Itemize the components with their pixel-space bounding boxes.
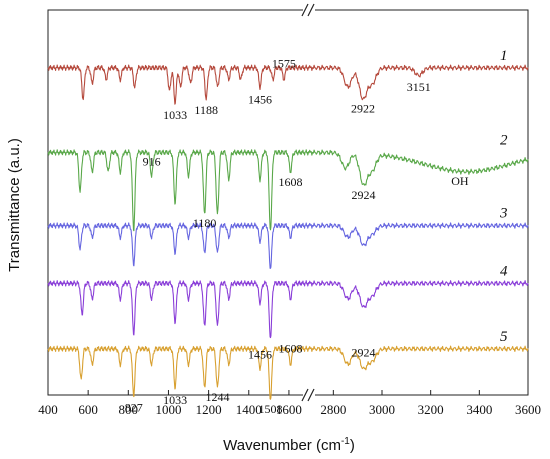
x-tick-label-1400: 1400: [236, 402, 262, 417]
x-tick-label-3000: 3000: [369, 402, 395, 417]
axis-break-layer: [301, 3, 315, 402]
series-line-5-segment-2: [308, 345, 529, 371]
peak-annotation-3: 1575: [272, 57, 296, 71]
series-line-1-segment-1: [47, 64, 310, 105]
x-tick-label-2800: 2800: [320, 402, 346, 417]
axis-break-slash-2-2: [307, 388, 315, 402]
series-line-5-segment-1: [47, 345, 310, 400]
peak-annotation-2: 1456: [248, 92, 272, 106]
series-label-3: 3: [499, 206, 508, 222]
annotation-layer: 1033 1188 1456 1575 2922 3151 916 1180 1608 2924 O…: [125, 57, 469, 417]
peak-annotation-14: 827: [125, 401, 143, 415]
series-line-3-segment-2: [308, 222, 529, 247]
series-layer: [47, 64, 529, 400]
y-axis-label: Transmittance (a.u.): [6, 138, 23, 272]
peak-annotation-0: 1033: [163, 108, 187, 122]
plot-frame: [47, 9, 529, 396]
x-axis-label-end: ): [350, 437, 355, 454]
peak-annotation-16: 1244: [205, 390, 229, 404]
peak-annotation-15: 1033: [163, 393, 187, 407]
axis-break-slash-2-1: [301, 388, 309, 402]
peak-annotation-1: 1188: [194, 103, 218, 117]
peak-annotation-12: 1608: [279, 342, 303, 356]
series-line-1-segment-2: [308, 64, 529, 101]
x-tick-label-3200: 3200: [418, 402, 444, 417]
x-tick-label-800: 800: [119, 402, 139, 417]
peak-annotation-5: 3151: [407, 80, 431, 94]
tick-layer: 400 600 800 1000 1200 1400 1600 2800 3000 3200 340…: [38, 390, 541, 417]
series-line-3-segment-1: [47, 222, 310, 269]
x-tick-label-400: 400: [38, 402, 58, 417]
peak-annotation-13: 2924: [352, 345, 376, 359]
x-tick-label-3400: 3400: [466, 402, 492, 417]
series-line-4-segment-1: [47, 280, 310, 339]
series-label-layer: 1 2 3 4 5: [499, 48, 508, 345]
axis-break-slash-1-1: [301, 3, 309, 17]
peak-annotation-10: OH: [451, 174, 469, 188]
axis-break-slash-1-2: [307, 3, 315, 17]
peak-annotation-8: 1608: [279, 175, 303, 189]
x-axis-label-main: Wavenumber (cm: [223, 437, 341, 454]
series-line-2-segment-2: [308, 149, 529, 186]
series-line-2-segment-1: [47, 149, 310, 232]
peak-annotation-9: 2924: [352, 188, 376, 202]
series-label-1: 1: [500, 48, 508, 64]
peak-annotation-4: 2922: [351, 102, 375, 116]
peak-annotation-7: 1180: [193, 216, 217, 230]
series-label-5: 5: [500, 329, 508, 345]
peak-annotation-17: 1508: [258, 402, 282, 416]
series-label-2: 2: [500, 132, 508, 148]
series-label-4: 4: [500, 263, 508, 279]
x-tick-label-1200: 1200: [196, 402, 222, 417]
x-axis-label: Wavenumber (cm-1): [223, 436, 355, 454]
x-tick-label-600: 600: [78, 402, 98, 417]
x-axis-label-sup: -1: [341, 436, 350, 447]
plot-border: [47, 9, 529, 396]
series-line-4-segment-2: [308, 280, 529, 309]
x-tick-label-1000: 1000: [155, 402, 181, 417]
x-tick-label-3600: 3600: [515, 402, 541, 417]
peak-annotation-11: 1456: [248, 348, 272, 362]
x-tick-label-1600: 1600: [276, 402, 302, 417]
peak-annotation-6: 916: [143, 154, 161, 168]
